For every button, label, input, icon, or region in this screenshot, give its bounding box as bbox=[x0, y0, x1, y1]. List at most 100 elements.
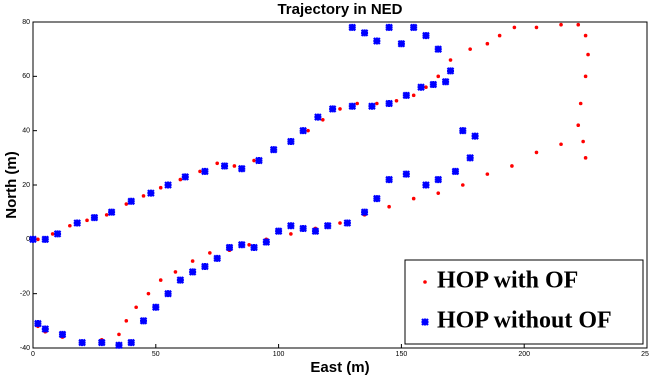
point bbox=[287, 221, 295, 230]
point bbox=[510, 164, 514, 168]
point bbox=[373, 194, 381, 203]
point bbox=[441, 77, 450, 86]
point bbox=[85, 218, 89, 223]
point bbox=[348, 23, 357, 32]
point bbox=[323, 221, 332, 230]
point bbox=[466, 154, 474, 162]
point bbox=[461, 183, 465, 187]
point bbox=[164, 289, 172, 298]
point bbox=[299, 224, 307, 233]
point bbox=[252, 158, 256, 163]
point bbox=[178, 177, 183, 182]
point bbox=[97, 338, 106, 347]
point bbox=[446, 67, 455, 75]
point bbox=[237, 164, 246, 173]
point bbox=[373, 37, 381, 45]
point bbox=[141, 194, 146, 198]
point bbox=[387, 204, 391, 209]
point bbox=[90, 213, 99, 222]
point bbox=[247, 242, 251, 247]
point bbox=[583, 33, 588, 38]
point bbox=[534, 150, 539, 155]
y-tick-label: 0 bbox=[26, 236, 30, 243]
point bbox=[321, 118, 325, 122]
point bbox=[213, 254, 221, 263]
point bbox=[448, 58, 453, 62]
legend-marker bbox=[421, 318, 429, 326]
point bbox=[459, 126, 467, 135]
point bbox=[115, 341, 123, 350]
point bbox=[411, 93, 416, 98]
point bbox=[58, 330, 67, 339]
point bbox=[368, 102, 376, 110]
point bbox=[299, 126, 307, 135]
point bbox=[73, 219, 81, 227]
point bbox=[434, 175, 443, 184]
y-tick-label: -40 bbox=[20, 345, 30, 352]
point bbox=[512, 25, 517, 30]
point bbox=[127, 338, 136, 347]
point bbox=[576, 22, 581, 27]
point bbox=[328, 105, 337, 113]
point bbox=[158, 185, 163, 190]
point bbox=[360, 208, 369, 216]
y-tick-label: -20 bbox=[20, 291, 30, 298]
point bbox=[139, 317, 148, 325]
point bbox=[355, 101, 359, 106]
point bbox=[471, 132, 479, 140]
x-tick-label: 200 bbox=[518, 351, 530, 358]
point bbox=[485, 172, 490, 176]
point bbox=[311, 227, 320, 235]
point bbox=[269, 145, 278, 154]
point bbox=[158, 278, 163, 282]
x-tick-label: 50 bbox=[152, 351, 160, 358]
point bbox=[424, 85, 428, 89]
y-tick-label: 80 bbox=[22, 19, 30, 26]
point bbox=[583, 156, 588, 160]
point bbox=[314, 113, 322, 121]
point bbox=[394, 98, 399, 103]
point bbox=[176, 276, 185, 284]
point bbox=[237, 240, 246, 249]
point bbox=[422, 181, 430, 189]
point bbox=[41, 235, 50, 244]
point bbox=[68, 223, 72, 228]
point bbox=[343, 219, 352, 227]
point bbox=[375, 101, 379, 106]
x-tick-label: 0 bbox=[31, 351, 35, 358]
x-tick-label: 150 bbox=[396, 351, 408, 358]
point bbox=[306, 128, 310, 133]
point bbox=[559, 22, 563, 27]
point bbox=[127, 197, 136, 206]
y-tick-label: 40 bbox=[22, 128, 30, 135]
point bbox=[134, 305, 138, 310]
point bbox=[152, 303, 160, 312]
x-tick-label: 250 bbox=[641, 351, 649, 358]
point bbox=[220, 162, 229, 170]
point bbox=[385, 99, 393, 108]
point bbox=[78, 338, 86, 347]
point bbox=[338, 221, 342, 225]
point bbox=[201, 167, 209, 176]
point bbox=[578, 101, 583, 106]
point bbox=[409, 23, 418, 32]
point bbox=[34, 319, 42, 328]
point bbox=[225, 243, 234, 252]
point bbox=[287, 137, 295, 146]
point bbox=[29, 235, 37, 244]
point bbox=[581, 139, 585, 144]
point bbox=[422, 31, 430, 40]
point bbox=[41, 325, 50, 333]
point bbox=[417, 83, 425, 91]
point bbox=[250, 243, 258, 252]
point bbox=[36, 237, 40, 242]
point bbox=[255, 156, 263, 165]
point bbox=[146, 291, 151, 296]
point bbox=[436, 74, 441, 79]
point bbox=[201, 262, 209, 271]
point bbox=[104, 213, 109, 217]
point bbox=[583, 74, 588, 79]
point bbox=[576, 123, 581, 128]
point bbox=[274, 227, 283, 235]
point bbox=[232, 164, 237, 168]
